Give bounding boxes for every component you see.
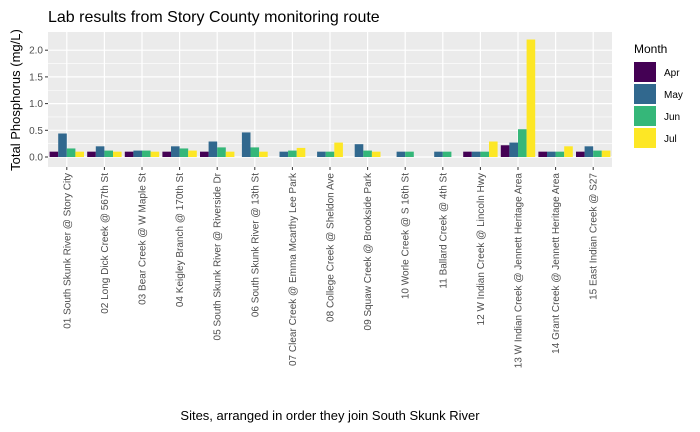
x-tick-label: 02 Long Dick Creek @ 567th St: [100, 173, 111, 314]
bar-jun: [518, 129, 527, 157]
bar-may: [133, 150, 142, 157]
x-tick-label: 10 Worle Creek @ S 16th St: [401, 173, 412, 299]
bar-apr: [576, 151, 585, 157]
legend-label: Jul: [664, 134, 677, 145]
bar-jul: [489, 141, 498, 157]
bar-jun: [555, 151, 565, 157]
legend-label: Jun: [664, 112, 680, 123]
bar-may: [434, 151, 443, 157]
bar-may: [317, 151, 326, 157]
bar-jun: [250, 147, 260, 157]
bar-jun: [325, 151, 335, 157]
bar-may: [95, 146, 105, 157]
bar-jun: [480, 151, 489, 157]
legend-title: Month: [634, 42, 667, 56]
bar-jul: [113, 151, 122, 157]
bar-jul: [259, 151, 268, 157]
bar-apr: [87, 151, 96, 157]
bar-jun: [217, 147, 226, 157]
bar-apr: [200, 151, 209, 157]
bar-may: [279, 151, 289, 157]
bar-may: [208, 141, 218, 157]
bar-apr: [162, 151, 171, 157]
legend-key-jun: [634, 106, 656, 126]
bar-jun: [288, 150, 297, 157]
legend: Month Apr May Jun Jul: [634, 42, 683, 148]
bar-jun: [363, 150, 372, 157]
bar-jul: [225, 151, 235, 157]
x-tick-label: 12 W Indian Creek @ Lincoln Hwy: [476, 173, 487, 325]
y-axis-title: Total Phosphorus (mg/L): [8, 29, 23, 171]
bar-may: [354, 144, 364, 157]
bar-jul: [150, 151, 160, 157]
x-tick-label: 08 College Creek @ Sheldon Ave: [326, 173, 337, 322]
gridlines: [48, 32, 612, 167]
y-axis-ticks: 0.0 0.5 1.0 1.5 2.0: [29, 46, 48, 164]
bar-may: [241, 132, 251, 157]
x-tick-label: 09 Squaw Creek @ Brookside Park: [363, 172, 374, 330]
x-tick-label: 07 Clear Creek @ Emma Mcarthy Lee Park: [288, 172, 299, 366]
bar-jul: [371, 151, 381, 157]
bar-may: [171, 146, 180, 157]
bar-jun: [442, 151, 452, 157]
bar-may: [471, 151, 481, 157]
bar-apr: [500, 145, 510, 157]
bar-apr: [124, 151, 134, 157]
bar-may: [547, 151, 556, 157]
x-axis-title: Sites, arranged in order they join South…: [180, 408, 480, 423]
bar-jul: [601, 150, 611, 157]
bar-apr: [538, 151, 547, 157]
bar-jun: [142, 150, 151, 157]
x-tick-label: 13 W Indian Creek @ Jennett Heritage Are…: [514, 173, 525, 369]
legend-label: Apr: [664, 68, 680, 79]
bar-jul: [296, 147, 306, 157]
x-tick-label: 15 East Indian Creek @ S27: [589, 173, 600, 300]
bar-jul: [334, 142, 343, 157]
x-tick-label: 03 Bear Creek @ W Maple St: [138, 173, 149, 305]
x-tick-label: 11 Ballard Creek @ 4th St: [438, 173, 449, 289]
x-tick-label: 05 South Skunk River @ Riverside Dr: [213, 172, 224, 340]
legend-key-may: [634, 84, 656, 104]
bar-apr: [463, 151, 472, 157]
bar-may: [396, 151, 406, 157]
x-tick-label: 06 South Skunk River @ 13th St: [250, 173, 261, 317]
bar-may: [584, 146, 594, 157]
bar-jun: [405, 151, 414, 157]
bar-apr: [49, 151, 59, 157]
x-tick-label: 04 Keigley Branch @ 170th St: [175, 173, 186, 307]
bar-jun: [593, 150, 602, 157]
bar-jun: [66, 148, 76, 157]
bar-group: [49, 39, 611, 157]
x-axis-ticks: 01 South Skunk River @ Story City 02 Long…: [62, 167, 600, 369]
legend-key-jul: [634, 128, 656, 148]
bar-jul: [75, 151, 84, 157]
bar-jun: [104, 150, 113, 157]
y-tick-label: 1.5: [29, 72, 43, 83]
y-tick-label: 2.0: [29, 46, 43, 57]
bar-jul: [564, 146, 573, 157]
bar-jul: [526, 39, 536, 157]
y-tick-label: 1.0: [29, 99, 43, 110]
y-tick-label: 0.5: [29, 126, 43, 137]
chart-title: Lab results from Story County monitoring…: [48, 9, 380, 26]
legend-key-apr: [634, 62, 656, 82]
bar-jul: [188, 150, 197, 157]
x-tick-label: 01 South Skunk River @ Story City: [62, 173, 73, 329]
bar-may: [509, 142, 518, 157]
x-tick-label: 14 Grant Creek @ Jennett Heritage Area: [551, 173, 562, 354]
bar-jun: [179, 148, 189, 157]
bar-may: [58, 133, 67, 157]
y-tick-label: 0.0: [29, 153, 43, 164]
legend-label: May: [664, 90, 683, 101]
